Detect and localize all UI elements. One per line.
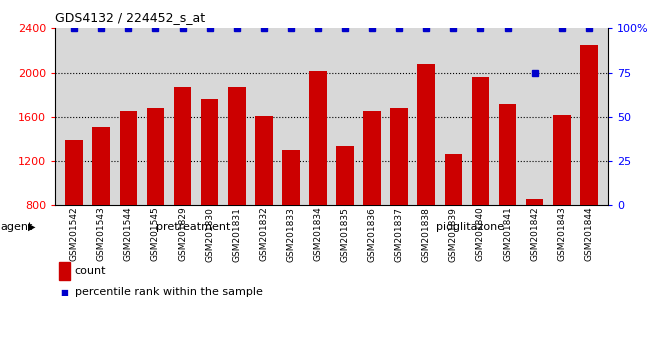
Bar [120, 111, 137, 205]
Bar [417, 64, 435, 205]
Bar [391, 108, 408, 205]
Bar [66, 140, 83, 205]
Bar [92, 127, 110, 205]
Bar [472, 77, 489, 205]
Bar [174, 87, 191, 205]
Text: GDS4132 / 224452_s_at: GDS4132 / 224452_s_at [55, 11, 205, 24]
Text: percentile rank within the sample: percentile rank within the sample [75, 287, 263, 297]
Bar [201, 99, 218, 205]
Bar [255, 116, 272, 205]
Bar [553, 115, 571, 205]
Bar [336, 145, 354, 205]
Bar [499, 104, 516, 205]
Text: ■: ■ [60, 287, 68, 297]
Bar [445, 154, 462, 205]
Text: ▶: ▶ [28, 222, 36, 232]
Bar [282, 150, 300, 205]
Text: pioglitazone: pioglitazone [436, 222, 504, 232]
Text: agent: agent [0, 222, 32, 232]
Bar [309, 72, 327, 205]
Text: count: count [75, 266, 106, 276]
Text: pretreatment: pretreatment [156, 222, 231, 232]
Bar [228, 87, 246, 205]
Bar [580, 45, 597, 205]
Bar [363, 111, 381, 205]
Bar [526, 199, 543, 205]
Bar [147, 108, 164, 205]
